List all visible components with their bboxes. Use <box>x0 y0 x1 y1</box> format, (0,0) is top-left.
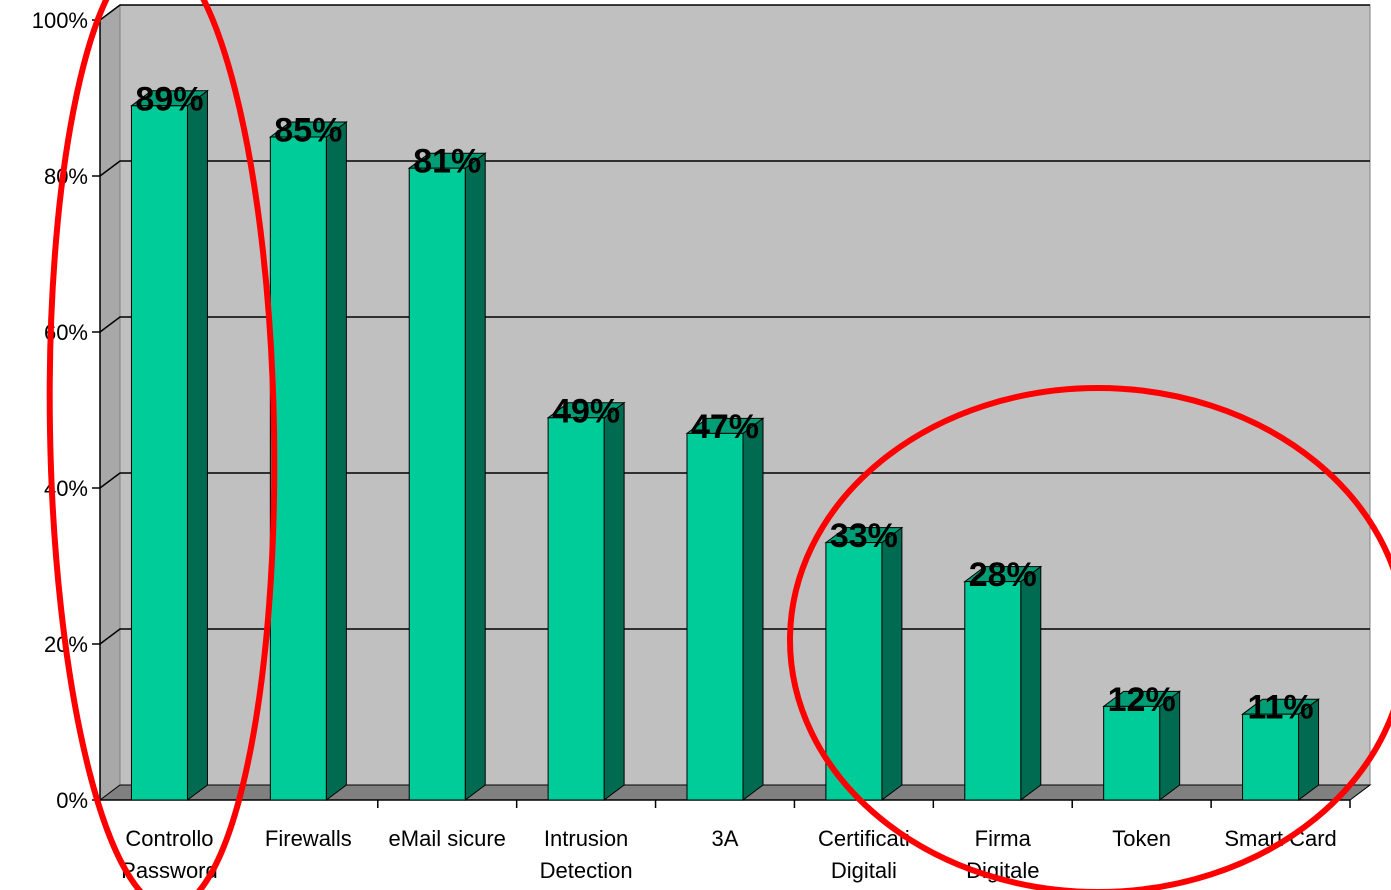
category-label: Intrusion <box>544 826 628 851</box>
data-label: 11% <box>1247 689 1313 727</box>
category-label: Token <box>1112 826 1171 851</box>
bar <box>408 167 466 801</box>
gridline <box>99 160 1370 177</box>
data-label: 89% <box>135 80 203 118</box>
category-label: Firewalls <box>265 826 352 851</box>
gridline <box>99 472 1370 489</box>
data-label: 28% <box>969 556 1037 594</box>
category-label: Digitali <box>831 858 897 883</box>
data-label: 12% <box>1108 681 1176 719</box>
highlight-ellipse-left <box>46 0 278 890</box>
category-label: Controllo <box>125 826 213 851</box>
category-label: 3A <box>712 826 739 851</box>
bar-side <box>464 152 486 801</box>
bar <box>269 136 327 801</box>
category-label: Smart Card <box>1224 826 1336 851</box>
bar <box>1242 713 1300 801</box>
bar <box>130 105 188 801</box>
category-label: Detection <box>540 858 633 883</box>
data-label: 33% <box>830 517 898 555</box>
bar-side <box>742 417 764 801</box>
data-label: 49% <box>552 392 620 430</box>
bar <box>964 581 1022 801</box>
data-label: 47% <box>691 408 759 446</box>
gridline <box>99 316 1370 333</box>
y-tick-label: 100% <box>32 8 88 33</box>
gridline <box>99 628 1370 645</box>
y-tick-label: 0% <box>56 788 88 813</box>
highlight-ellipse-right <box>787 385 1391 890</box>
data-label: 85% <box>274 112 342 150</box>
category-label: eMail sicure <box>389 826 506 851</box>
category-label: Password <box>121 858 218 883</box>
category-label: Firma <box>975 826 1032 851</box>
bar-side <box>325 121 347 801</box>
bar-side <box>1020 565 1042 801</box>
bar-side <box>603 401 625 801</box>
bar <box>1103 705 1161 801</box>
data-label: 81% <box>413 143 481 181</box>
gridline <box>99 4 1370 21</box>
bar <box>825 542 883 801</box>
bar-side <box>186 89 208 801</box>
bar <box>686 432 744 801</box>
plot-side-wall <box>99 4 121 801</box>
bar-side <box>881 526 903 801</box>
bar <box>547 417 605 801</box>
